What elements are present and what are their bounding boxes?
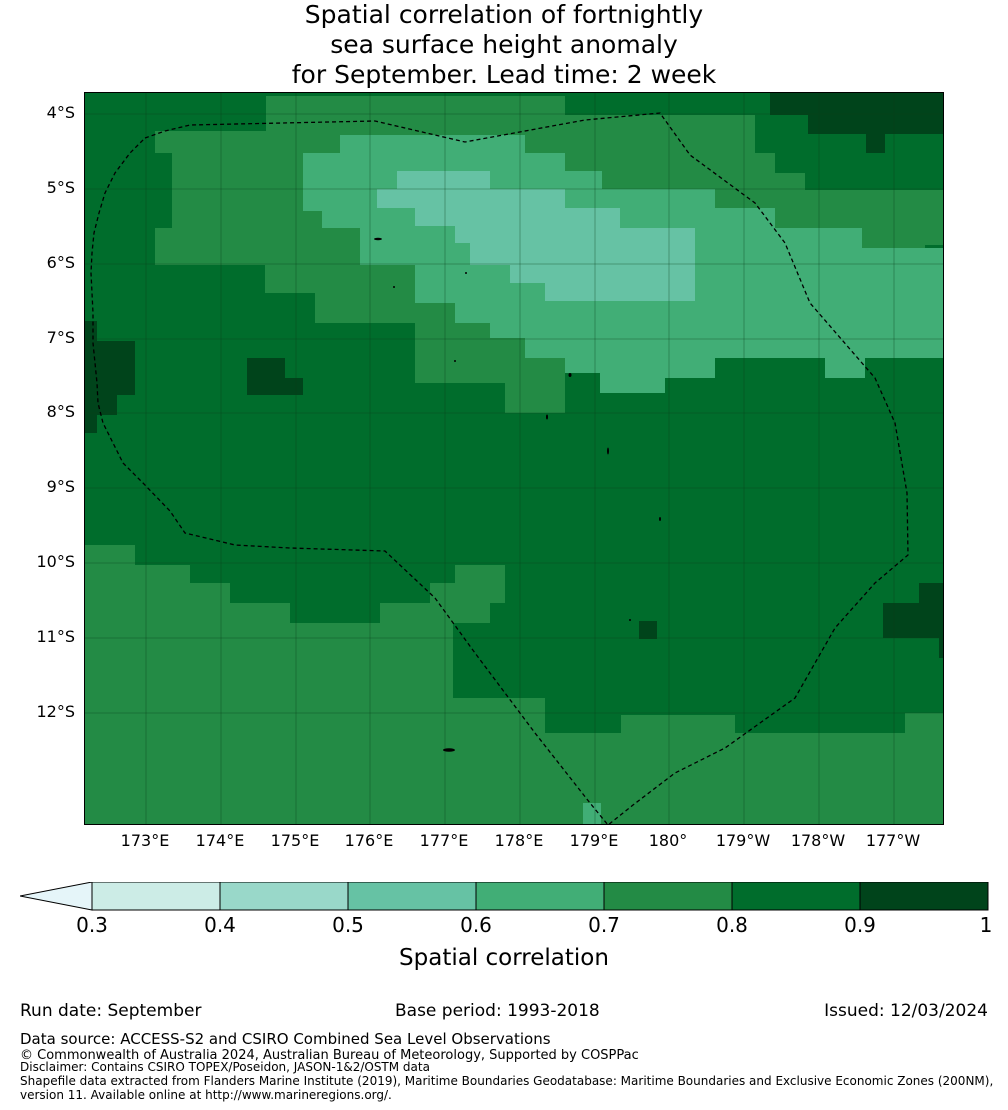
colorbar-segment-0.6-0.7 — [476, 882, 604, 910]
colorbar — [20, 882, 989, 911]
lon-label-177e: 177°E — [419, 831, 469, 850]
colorbar-segment-0.9-1.0 — [860, 882, 988, 910]
colorbar-tick-0.4: 0.4 — [204, 913, 236, 937]
eez-boundary — [90, 112, 909, 824]
lat-label-11s: 11°S — [36, 627, 75, 646]
lon-label-178w: 178°W — [790, 831, 846, 850]
lon-label-178e: 178°E — [494, 831, 544, 850]
base-period: Base period: 1993-2018 — [395, 1001, 600, 1021]
shapefile-credit-2: version 11. Available online at http://w… — [20, 1088, 392, 1102]
data-source: Data source: ACCESS-S2 and CSIRO Combine… — [20, 1030, 551, 1048]
colorbar-tick-0.6: 0.6 — [460, 913, 492, 937]
lat-label-4s: 4°S — [46, 103, 75, 122]
colorbar-segment-0.4-0.5 — [220, 882, 348, 910]
lat-label-10s: 10°S — [36, 552, 75, 571]
map-gridlines — [85, 93, 943, 824]
colorbar-segment-0.3-0.4 — [92, 882, 220, 910]
colorbar-segment-0.7-0.8 — [604, 882, 732, 910]
colorbar-segment-0.5-0.6 — [348, 882, 476, 910]
lat-label-7s: 7°S — [46, 328, 75, 347]
lon-label-179e: 179°E — [569, 831, 619, 850]
map-canvas — [85, 93, 943, 824]
lon-label-176e: 176°E — [344, 831, 394, 850]
correlation-0.5-0.6 — [377, 171, 695, 301]
lat-label-5s: 5°S — [46, 178, 75, 197]
lat-label-8s: 8°S — [46, 402, 75, 421]
colorbar-tick-0.7: 0.7 — [588, 913, 620, 937]
shapefile-credit-1: Shapefile data extracted from Flanders M… — [20, 1074, 994, 1088]
copyright: © Commonwealth of Australia 2024, Austra… — [20, 1048, 639, 1063]
lat-label-6s: 6°S — [46, 253, 75, 272]
lon-label-179w: 179°W — [715, 831, 771, 850]
disclaimer: Disclaimer: Contains CSIRO TOPEX/Poseido… — [20, 1060, 430, 1074]
island-outlines — [374, 237, 661, 752]
lon-label-177w: 177°W — [865, 831, 921, 850]
issued-date: Issued: 12/03/2024 — [824, 1001, 988, 1021]
colorbar-tick-0.8: 0.8 — [716, 913, 748, 937]
lon-label-180: 180° — [648, 831, 688, 850]
lat-label-9s: 9°S — [46, 477, 75, 496]
colorbar-tick-0.3: 0.3 — [76, 913, 108, 937]
colorbar-tick-0.5: 0.5 — [332, 913, 364, 937]
run-date: Run date: September — [20, 1001, 202, 1021]
colorbar-tick-1: 1 — [979, 913, 993, 937]
lon-label-174e: 174°E — [195, 831, 245, 850]
correlation-0.9-1.0 — [85, 93, 943, 658]
colorbar-extend-arrow — [20, 882, 93, 911]
title-line-1: Spatial correlation of fortnightly — [304, 0, 704, 29]
chart-title: Spatial correlation of fortnightly sea s… — [0, 0, 1008, 90]
lon-label-173e: 173°E — [120, 831, 170, 850]
colorbar-segment-0.8-0.9 — [732, 882, 860, 910]
colorbar-tick-0.9: 0.9 — [844, 913, 876, 937]
colorbar-label: Spatial correlation — [399, 945, 609, 971]
title-line-2: sea surface height anomaly — [330, 30, 678, 59]
lat-label-12s: 12°S — [36, 702, 75, 721]
title-line-3: for September. Lead time: 2 week — [291, 60, 717, 89]
lon-label-175e: 175°E — [270, 831, 320, 850]
correlation-map — [84, 92, 944, 825]
